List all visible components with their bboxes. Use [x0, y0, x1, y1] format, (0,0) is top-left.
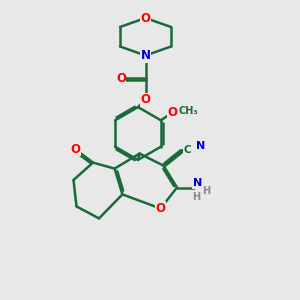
Text: O: O — [140, 93, 151, 106]
Text: O: O — [140, 11, 151, 25]
Text: N: N — [196, 141, 206, 152]
Text: C: C — [184, 145, 191, 155]
Text: O: O — [155, 202, 166, 215]
Text: CH₃: CH₃ — [178, 106, 198, 116]
Text: O: O — [70, 142, 80, 156]
Text: N: N — [140, 49, 151, 62]
Text: H: H — [202, 186, 210, 196]
Text: H: H — [192, 191, 200, 202]
Text: O: O — [116, 71, 126, 85]
Text: N: N — [193, 178, 202, 188]
Text: O: O — [167, 106, 177, 119]
